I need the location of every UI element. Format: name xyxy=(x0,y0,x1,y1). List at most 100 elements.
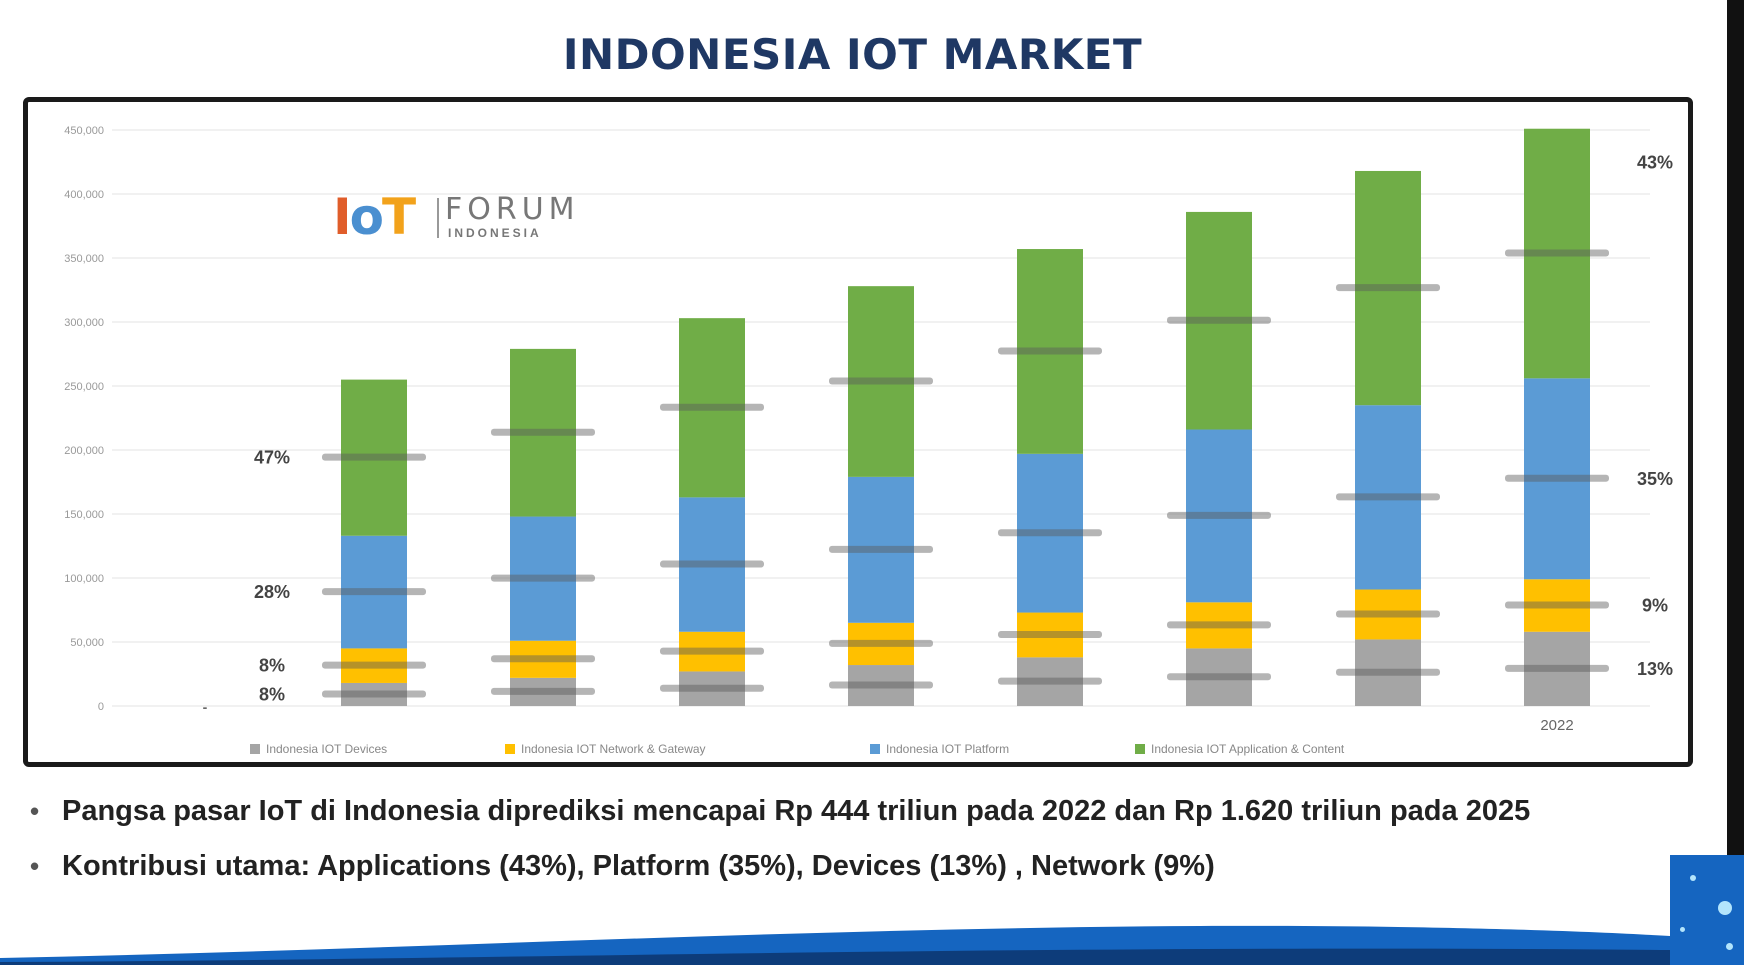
data-label xyxy=(1167,316,1271,324)
bar-segment xyxy=(510,677,576,706)
right-percent-label: 13% xyxy=(1637,659,1673,679)
x-tick-label: 2022 xyxy=(1540,717,1573,734)
bar-segment xyxy=(1017,657,1083,706)
data-label xyxy=(1505,664,1609,672)
bar-segment xyxy=(679,497,745,632)
bar-segment xyxy=(1186,211,1252,430)
corner-decoration xyxy=(1670,855,1744,965)
y-tick-label: 200,000 xyxy=(64,445,104,457)
x-value-label: - xyxy=(203,699,208,715)
bar-segment xyxy=(510,640,576,678)
bullet-item-contribution: Kontribusi utama: Applications (43%), Pl… xyxy=(30,848,1710,884)
y-tick-label: 450,000 xyxy=(64,125,104,137)
legend-label: Indonesia IOT Platform xyxy=(886,742,1009,756)
bar-segment xyxy=(341,648,407,683)
bar-segment xyxy=(341,535,407,649)
data-label xyxy=(1336,284,1440,292)
logo-indonesia-text: INDONESIA xyxy=(448,226,542,240)
data-label xyxy=(322,453,426,461)
data-label xyxy=(491,655,595,663)
bar-segment xyxy=(341,379,407,536)
data-label xyxy=(1336,668,1440,676)
bar-segment xyxy=(1524,579,1590,632)
y-tick-label: 400,000 xyxy=(64,189,104,201)
bar-segment xyxy=(510,348,576,517)
bar-segment xyxy=(1017,612,1083,658)
y-tick-label: 350,000 xyxy=(64,253,104,265)
y-tick-label: 250,000 xyxy=(64,381,104,393)
data-label xyxy=(1167,621,1271,629)
bar-segment xyxy=(341,682,407,706)
bar-segment xyxy=(679,671,745,706)
data-label xyxy=(829,639,933,647)
bar-segment xyxy=(679,631,745,672)
bar-segment xyxy=(679,318,745,498)
data-label xyxy=(322,661,426,669)
data-label xyxy=(491,428,595,436)
data-label xyxy=(491,687,595,695)
data-label xyxy=(660,560,764,568)
bullet-list: Pangsa pasar IoT di Indonesia diprediksi… xyxy=(30,793,1710,903)
logo-forum-text: FORUM xyxy=(445,192,580,227)
data-label xyxy=(998,347,1102,355)
bar-segment xyxy=(1524,631,1590,706)
data-label xyxy=(1505,601,1609,609)
legend-label: Indonesia IOT Devices xyxy=(266,742,387,756)
bar-segment xyxy=(1186,429,1252,603)
left-percent-label: 47% xyxy=(254,448,290,468)
left-percent-label: 28% xyxy=(254,582,290,602)
left-percent-label: 8% xyxy=(259,684,285,704)
legend-label: Indonesia IOT Network & Gateway xyxy=(521,742,706,756)
bar-segment xyxy=(1355,639,1421,706)
left-percent-label: 8% xyxy=(259,656,285,676)
y-tick-label: 150,000 xyxy=(64,509,104,521)
data-label xyxy=(660,403,764,411)
data-label xyxy=(998,677,1102,685)
bar-segment xyxy=(1017,249,1083,454)
bar-segment xyxy=(1017,453,1083,613)
bar-segment xyxy=(1186,602,1252,649)
data-label xyxy=(1336,610,1440,618)
data-label xyxy=(1505,249,1609,257)
bar-segment xyxy=(1355,405,1421,590)
legend-swatch xyxy=(870,744,880,754)
bar-segment xyxy=(1524,128,1590,379)
bullet-item-market-share: Pangsa pasar IoT di Indonesia diprediksi… xyxy=(30,793,1710,829)
y-tick-label: 0 xyxy=(98,701,104,713)
logo-divider xyxy=(437,198,439,238)
bar-segment xyxy=(848,476,914,623)
data-label xyxy=(660,684,764,692)
data-label xyxy=(1505,474,1609,482)
data-label xyxy=(1336,493,1440,501)
bar-segment xyxy=(510,516,576,641)
data-label xyxy=(829,681,933,689)
data-label xyxy=(998,630,1102,638)
legend-swatch xyxy=(250,744,260,754)
bar-segment xyxy=(848,665,914,706)
data-label xyxy=(322,690,426,698)
data-label xyxy=(1167,673,1271,681)
data-label xyxy=(322,588,426,596)
y-tick-label: 100,000 xyxy=(64,573,104,585)
bar-segment xyxy=(848,622,914,666)
right-percent-label: 43% xyxy=(1637,152,1673,172)
data-label xyxy=(491,574,595,582)
data-label xyxy=(1167,511,1271,519)
legend-swatch xyxy=(1135,744,1145,754)
right-percent-label: 35% xyxy=(1637,469,1673,489)
right-percent-label: 9% xyxy=(1642,596,1668,616)
legend-label: Indonesia IOT Application & Content xyxy=(1151,742,1345,756)
data-label xyxy=(660,647,764,655)
data-label xyxy=(829,545,933,553)
bar-segment xyxy=(848,286,914,477)
bar-segment xyxy=(1186,648,1252,706)
bar-segment xyxy=(1355,170,1421,406)
footer-wave xyxy=(0,925,1670,965)
side-strip xyxy=(1727,0,1744,855)
slide-title: INDONESIA IOT MARKET xyxy=(562,30,1143,79)
data-label xyxy=(829,377,933,385)
iot-logo-mark: IoT xyxy=(333,188,416,246)
y-tick-label: 50,000 xyxy=(70,637,104,649)
data-label xyxy=(998,529,1102,537)
